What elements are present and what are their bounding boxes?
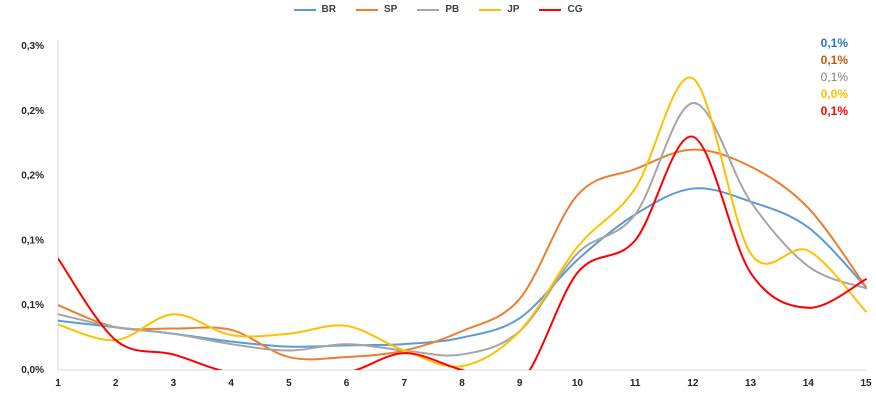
legend-label-pb: PB — [445, 4, 460, 15]
legend-item-jp: JP — [479, 4, 519, 15]
legend-swatch-jp — [479, 8, 502, 11]
y-tick-label: 0,3% — [21, 41, 44, 52]
series-line-br — [58, 187, 867, 348]
x-tick-label: 3 — [171, 378, 177, 389]
annotation-br: 0,1% — [820, 36, 848, 50]
legend-label-br: BR — [321, 4, 336, 15]
legend-label-sp: SP — [383, 4, 398, 15]
series-line-pb — [58, 102, 867, 357]
series-lines — [58, 76, 867, 370]
x-tick-label: 15 — [860, 378, 872, 389]
annotation-sp: 0,1% — [820, 53, 848, 67]
series-line-cg — [58, 135, 867, 370]
x-tick-label: 9 — [517, 378, 523, 389]
legend-item-pb: PB — [417, 4, 459, 15]
y-tick-label: 0,2% — [21, 171, 44, 182]
legend-item-br: BR — [293, 4, 336, 15]
legend-item-cg: CG — [539, 4, 582, 15]
series-line-jp — [58, 76, 867, 368]
x-tick-label: 6 — [344, 378, 350, 389]
y-tick-label: 0,1% — [21, 300, 44, 311]
legend-swatch-sp — [355, 8, 378, 11]
x-tick-label: 14 — [803, 378, 815, 389]
x-tick-label: 5 — [286, 378, 292, 389]
legend-label-cg: CG — [567, 4, 583, 15]
x-tick-label: 8 — [459, 378, 465, 389]
y-tick-label: 0,0% — [21, 365, 44, 376]
x-tick-label: 4 — [228, 378, 234, 389]
x-tick-label: 12 — [687, 378, 699, 389]
x-tick-label: 10 — [572, 378, 584, 389]
x-tick-label: 11 — [630, 378, 641, 389]
legend-label-jp: JP — [507, 4, 520, 15]
x-tick-label: 13 — [745, 378, 757, 389]
annotation-cg: 0,1% — [820, 104, 848, 118]
series-value-annotations: 0,1% 0,1% 0,1% 0,0% 0,1% — [821, 36, 848, 118]
x-tick-label: 7 — [402, 378, 408, 389]
x-tick-label: 2 — [113, 378, 119, 389]
x-tick-label: 1 — [55, 378, 61, 389]
legend-swatch-br — [293, 8, 316, 11]
annotation-jp: 0,0% — [820, 87, 848, 101]
chart-legend: BR SP PB JP CG — [0, 4, 876, 15]
y-tick-label: 0,2% — [21, 106, 44, 117]
legend-item-sp: SP — [355, 4, 398, 15]
annotation-pb: 0,1% — [820, 70, 848, 84]
series-line-sp — [58, 148, 867, 361]
legend-swatch-cg — [539, 8, 562, 11]
legend-swatch-pb — [417, 8, 440, 11]
y-tick-label: 0,1% — [21, 235, 44, 246]
